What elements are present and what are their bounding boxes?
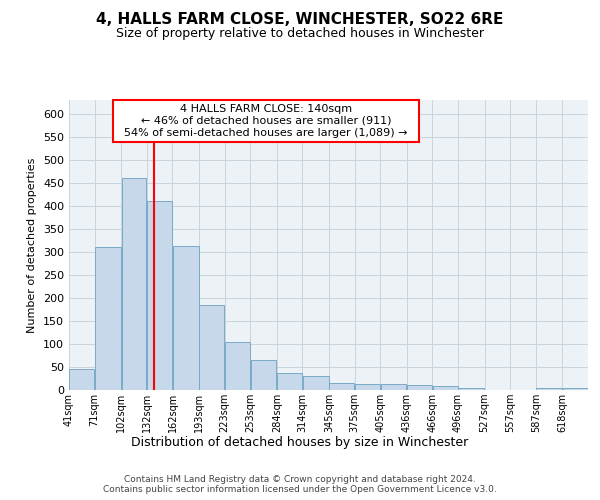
Text: Size of property relative to detached houses in Winchester: Size of property relative to detached ho… (116, 28, 484, 40)
Bar (122, 178, 146, 390)
Bar (199, 305, 224, 390)
Bar (95, 247, 121, 390)
Bar (147, 201, 172, 390)
Y-axis label: Number of detached properties: Number of detached properties (28, 158, 37, 332)
Text: 4, HALLS FARM CLOSE, WINCHESTER, SO22 6RE: 4, HALLS FARM CLOSE, WINCHESTER, SO22 6R… (97, 12, 503, 28)
Bar (225, 342, 250, 390)
Bar (173, 246, 199, 390)
Bar (277, 372, 302, 390)
Bar (70, 369, 94, 390)
Text: Distribution of detached houses by size in Winchester: Distribution of detached houses by size … (131, 436, 469, 449)
Bar (433, 386, 458, 390)
Text: 4 HALLS FARM CLOSE: 140sqm  
  ← 46% of detached houses are smaller (911)  
  54: 4 HALLS FARM CLOSE: 140sqm ← 46% of deta… (118, 104, 415, 138)
Bar (563, 388, 587, 390)
Text: Contains HM Land Registry data © Crown copyright and database right 2024.
Contai: Contains HM Land Registry data © Crown c… (103, 474, 497, 494)
Bar (458, 388, 484, 390)
Bar (407, 386, 432, 390)
Bar (536, 388, 562, 390)
Bar (329, 383, 354, 390)
Bar (251, 360, 277, 390)
Bar (355, 384, 380, 390)
Bar (380, 384, 406, 390)
Bar (303, 376, 329, 390)
